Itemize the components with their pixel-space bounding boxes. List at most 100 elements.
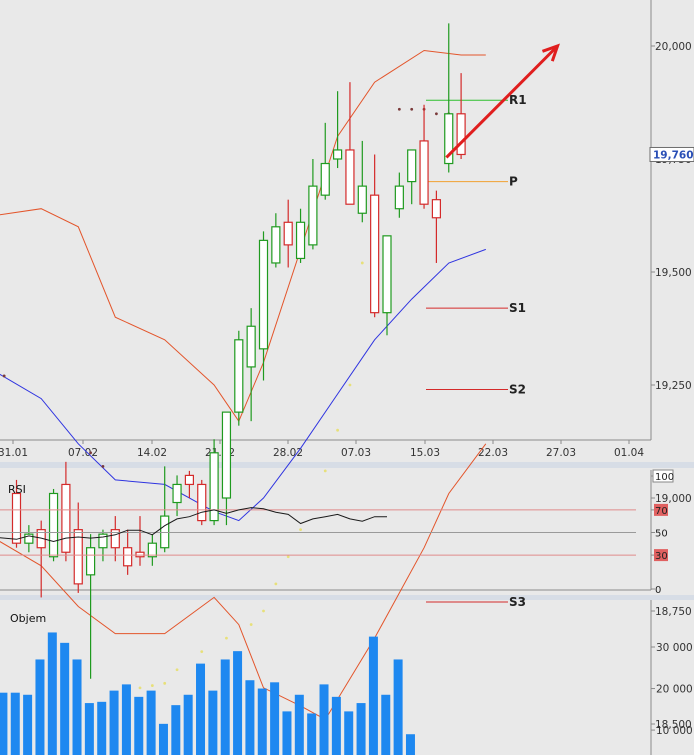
candle-body (246, 325, 256, 368)
candle-body (419, 140, 429, 205)
candle-body (283, 221, 293, 246)
candle-body (147, 542, 157, 558)
candle-body (135, 551, 145, 558)
time-tick-label: 14.02 (137, 447, 167, 459)
volume-bar (183, 694, 193, 755)
price-tick-label: 20,000 (655, 41, 692, 53)
volume-bar (23, 694, 33, 755)
time-tick-label: 22.03 (478, 447, 508, 459)
rsi-tick-label: 50 (655, 529, 668, 540)
sar-dot (274, 582, 278, 586)
price-tick-label: 19,250 (655, 380, 692, 392)
sar-dot (323, 469, 327, 473)
candle-body (172, 483, 182, 504)
candle-body (295, 221, 306, 260)
candle-body (73, 529, 83, 585)
sar-dot (286, 555, 290, 559)
candle-body (221, 411, 232, 499)
volume-bar (10, 692, 20, 755)
volume-bar (47, 632, 57, 755)
volume-bar (233, 651, 243, 755)
volume-bar (146, 690, 156, 755)
candle-body (36, 529, 46, 549)
candle-body (123, 547, 133, 567)
trend-arrow-head (541, 43, 560, 62)
volume-bar (294, 694, 304, 755)
pivot-label-s3: S3 (509, 595, 526, 609)
sar-dot (2, 374, 6, 378)
candle-body (333, 149, 343, 160)
candle-body (271, 226, 281, 264)
volume-bar (0, 692, 8, 755)
sar-dot (348, 383, 352, 387)
volume-bar (35, 659, 45, 755)
time-tick-label: 28.02 (273, 447, 303, 459)
sar-dot (138, 686, 142, 690)
time-tick-label: 07.03 (341, 447, 371, 459)
sar-dot (101, 464, 105, 468)
volume-bar (245, 680, 255, 755)
price-tick-label: 18,750 (655, 606, 692, 618)
candle-body (209, 452, 219, 522)
sar-dot (225, 636, 228, 640)
candle-body (98, 533, 108, 549)
candle-body (320, 162, 330, 196)
volume-bar (319, 684, 329, 755)
volume-bar (344, 711, 354, 755)
candle-body (160, 515, 170, 549)
volume-bar (220, 659, 230, 755)
sar-dot (175, 668, 179, 672)
candle-body (431, 199, 441, 219)
volume-bar (331, 696, 341, 755)
volume-bar (84, 703, 94, 755)
volume-bar (381, 694, 391, 755)
sar-dot (360, 261, 364, 265)
rsi-tick-badge (652, 469, 674, 483)
volume-bar (405, 734, 415, 755)
rsi-tick-label: 100 (655, 472, 674, 483)
sar-dot (410, 107, 414, 111)
volume-tick-label: 10 000 (656, 725, 693, 737)
volume-bar (282, 711, 292, 755)
time-tick-label: 01.04 (614, 447, 644, 459)
volume-tick-label: 20 000 (656, 684, 693, 696)
candle-body (370, 194, 380, 314)
candle-body (110, 529, 120, 549)
candle-body (258, 239, 269, 350)
volume-bar (171, 705, 181, 755)
sar-dot (397, 107, 401, 111)
sar-dot (336, 428, 339, 432)
candle-body (184, 474, 194, 486)
volume-bar (109, 690, 119, 755)
pivot-label-s2: S2 (509, 383, 526, 397)
sar-dot (249, 623, 253, 626)
candle-body (456, 113, 466, 156)
pivot-label-s1: S1 (509, 301, 526, 315)
time-tick-label: 27.03 (546, 447, 576, 459)
rsi-tick-label: 70 (655, 506, 668, 517)
bollinger-middle-line (0, 248, 486, 522)
volume-bar (121, 684, 131, 755)
candle-body (382, 235, 392, 314)
volume-bar (196, 663, 206, 755)
volume-bar (158, 723, 168, 755)
price-tick-label: 19,000 (655, 493, 692, 505)
rsi-tick-label: 30 (655, 551, 668, 562)
pivot-label-p: P (509, 175, 518, 189)
volume-bar (270, 682, 280, 755)
rsi-title: RSI (8, 483, 26, 496)
trend-arrow-shaft (445, 44, 559, 159)
sar-dot (89, 451, 92, 455)
volume-bar (356, 703, 366, 755)
candle-body (234, 339, 244, 413)
candle-body (444, 113, 454, 165)
sar-dot (435, 112, 438, 116)
price-tick-label: 19,500 (655, 267, 692, 279)
candle-body (308, 185, 318, 246)
volume-tick-label: 30 000 (656, 642, 693, 654)
panel-separator (0, 462, 694, 468)
volume-bar (368, 636, 378, 755)
last-price-marker (649, 146, 694, 162)
